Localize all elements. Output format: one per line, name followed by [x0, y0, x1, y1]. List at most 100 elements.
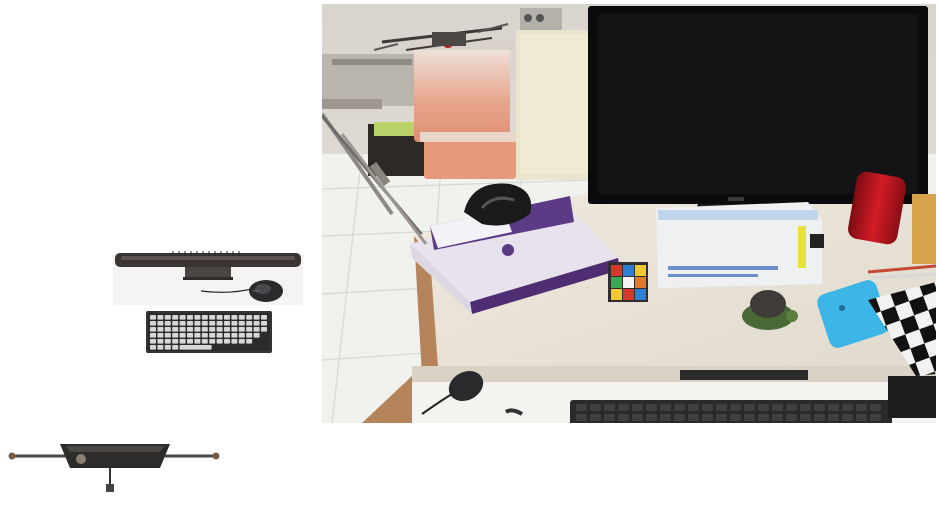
keyboard-key — [238, 315, 245, 320]
cabinet — [516, 8, 594, 180]
quadcopter — [373, 23, 509, 51]
monitor-stand — [185, 267, 231, 279]
keyboard-key — [231, 327, 238, 332]
keyboard-key — [150, 345, 156, 350]
keyboard-key — [758, 414, 769, 421]
keyboard-key — [231, 333, 238, 338]
keyboard — [570, 376, 936, 423]
keyboard-key — [157, 339, 164, 344]
monitor-render — [113, 247, 303, 305]
keyboard-key — [187, 321, 193, 326]
keyboard-key — [172, 315, 179, 320]
keyboard-key — [201, 333, 208, 338]
keyboard-key — [231, 321, 238, 326]
keyboard-key — [224, 321, 230, 326]
keyboard-key — [216, 333, 223, 338]
keyboard-key — [632, 414, 643, 421]
keyboard-key — [150, 327, 156, 332]
rubiks-cube — [608, 262, 648, 302]
keyboard-key — [187, 315, 193, 320]
keyboard-key — [618, 404, 629, 411]
keyboard-key — [172, 321, 179, 326]
keyboard-key — [209, 327, 216, 332]
keyboard-key — [150, 321, 156, 326]
keyboard-key — [201, 327, 208, 332]
keyboard-key — [164, 339, 171, 344]
keyboard-key — [157, 315, 164, 320]
keyboard-key — [231, 315, 238, 320]
keyboard-key — [164, 345, 171, 350]
keyboard-key — [253, 321, 260, 326]
keyboard-key — [238, 339, 245, 344]
keyboard-key — [842, 404, 853, 411]
keyboard-key — [702, 404, 713, 411]
keyboard-key — [194, 333, 201, 338]
vr-headset — [464, 183, 532, 226]
keyboard-key — [702, 414, 713, 421]
smartphone — [817, 280, 889, 348]
keyboard-key — [179, 339, 186, 344]
keyboard-key — [224, 315, 230, 320]
keyboard-key — [856, 414, 867, 421]
keyboard-key — [238, 327, 245, 332]
keyboard-key — [224, 339, 230, 344]
keyboard-key — [870, 414, 881, 421]
keyboard-key — [646, 414, 657, 421]
keyboard-key — [253, 315, 260, 320]
keyboard-key — [576, 404, 587, 411]
keyboard-key — [842, 414, 853, 421]
keyboard-key — [786, 414, 797, 421]
keyboard-key — [590, 404, 601, 411]
keyboard-key — [209, 315, 216, 320]
camera-stick — [340, 133, 428, 245]
keyboard-key — [201, 339, 208, 344]
keyboard-key — [179, 327, 186, 332]
keyboard-key — [246, 339, 253, 344]
keyboard-key — [646, 404, 657, 411]
keyboard-key — [150, 315, 156, 320]
keyboard-key — [730, 404, 741, 411]
keyboard-key — [164, 327, 171, 332]
keyboard-key — [716, 414, 727, 421]
keyboard-key — [179, 333, 186, 338]
keyboard-render — [146, 311, 272, 353]
keyboard-key — [744, 414, 755, 421]
keyboard-key — [870, 404, 881, 411]
keyboard-key — [618, 414, 629, 421]
box-under-monitor — [656, 202, 824, 288]
keyboard-key — [194, 315, 201, 320]
keyboard-key — [261, 321, 267, 326]
keyboard-key — [253, 327, 260, 332]
keyboard-key — [179, 345, 212, 350]
keyboard-key — [261, 315, 267, 320]
keyboard-key — [224, 333, 230, 338]
keyboard-key — [164, 315, 171, 320]
keyboard-key — [172, 339, 179, 344]
keyboard-key — [150, 333, 156, 338]
keyboard-key — [814, 414, 825, 421]
turtle-figurine — [742, 290, 798, 330]
keyboard-key — [179, 321, 186, 326]
keyboard-key — [209, 339, 216, 344]
keyboard-key — [164, 333, 171, 338]
storage-bin — [410, 38, 518, 179]
keyboard-key — [172, 327, 179, 332]
keyboard-key — [201, 315, 208, 320]
thermos — [848, 171, 936, 264]
keyboard-key — [231, 339, 238, 344]
mouse — [421, 371, 524, 416]
keyboard-key — [238, 321, 245, 326]
keyboard-key — [216, 321, 223, 326]
keyboard-key — [157, 333, 164, 338]
keyboard-key — [576, 414, 587, 421]
checkerboard — [868, 282, 936, 376]
mouse-render — [249, 280, 283, 302]
keyboard-key — [660, 414, 671, 421]
keyboard-key — [172, 345, 179, 350]
keyboard-key — [688, 404, 699, 411]
keyboard-key — [772, 414, 783, 421]
keyboard-key — [590, 414, 601, 421]
keyboard-key — [238, 333, 245, 338]
keyboard-key — [261, 327, 267, 332]
keyboard-key — [209, 321, 216, 326]
